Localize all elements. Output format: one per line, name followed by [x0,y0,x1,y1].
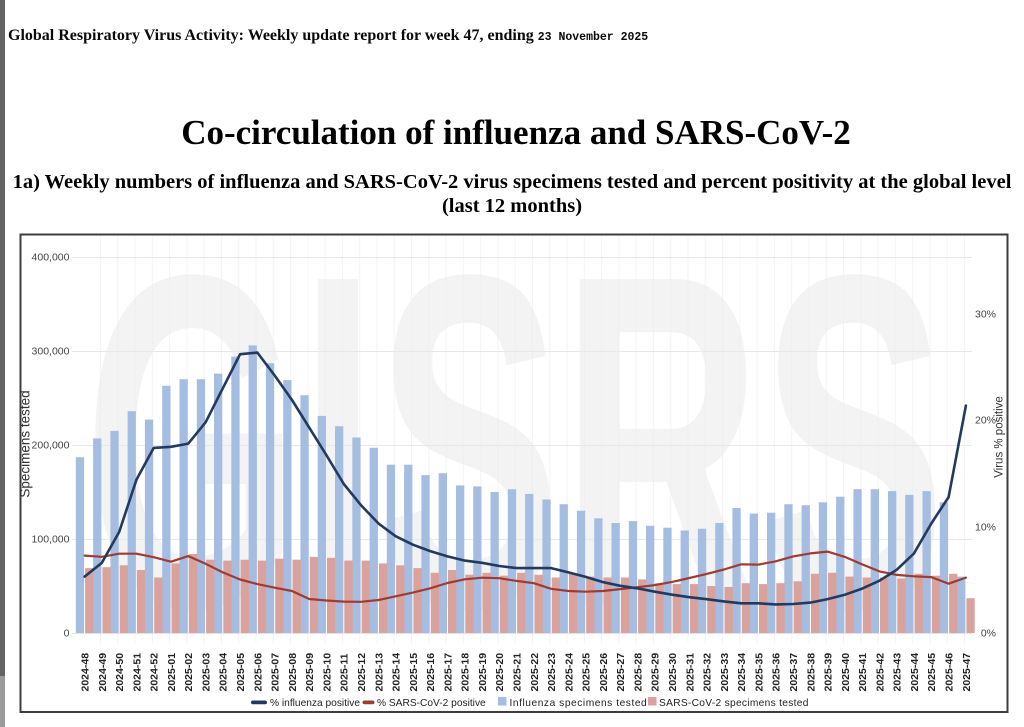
svg-text:Specimens tested: Specimens tested [18,390,33,497]
svg-text:0%: 0% [981,628,996,640]
svg-text:2025-07: 2025-07 [270,653,282,692]
svg-text:30%: 30% [975,309,996,321]
svg-text:2025-43: 2025-43 [892,653,904,692]
svg-text:2025-25: 2025-25 [581,653,593,692]
svg-text:% influenza positive: % influenza positive [270,698,360,709]
svg-text:2024-52: 2024-52 [149,653,161,692]
svg-text:2025-37: 2025-37 [788,653,800,692]
svg-text:2025-15: 2025-15 [408,653,420,692]
svg-text:2025-14: 2025-14 [391,653,403,692]
svg-text:200,000: 200,000 [32,440,70,452]
svg-text:SARS-CoV-2 specimens tested: SARS-CoV-2 specimens tested [659,698,809,709]
svg-text:2025-40: 2025-40 [840,653,852,692]
svg-text:% SARS-CoV-2 positive: % SARS-CoV-2 positive [377,698,486,709]
svg-text:2025-28: 2025-28 [633,653,645,692]
svg-text:2025-04: 2025-04 [218,653,230,692]
svg-text:2025-22: 2025-22 [529,653,541,692]
svg-text:2025-35: 2025-35 [753,653,765,692]
svg-text:2025-23: 2025-23 [546,653,558,692]
svg-text:2025-34: 2025-34 [736,653,748,692]
svg-text:100,000: 100,000 [32,534,70,546]
svg-text:2025-09: 2025-09 [304,653,316,692]
svg-text:2025-47: 2025-47 [961,653,973,692]
svg-text:2025-31: 2025-31 [684,653,696,692]
svg-text:2025-13: 2025-13 [373,653,385,692]
svg-text:2025-39: 2025-39 [823,653,835,692]
svg-text:2025-27: 2025-27 [615,653,627,692]
svg-text:2025-24: 2025-24 [563,653,575,692]
svg-text:0: 0 [64,628,70,640]
svg-text:2025-26: 2025-26 [598,653,610,692]
svg-text:2025-46: 2025-46 [944,653,956,692]
svg-text:2025-12: 2025-12 [356,653,368,692]
svg-text:2025-44: 2025-44 [909,653,921,692]
svg-text:2025-42: 2025-42 [874,653,886,692]
svg-text:2025-36: 2025-36 [771,653,783,692]
svg-text:2025-20: 2025-20 [494,653,506,692]
svg-text:10%: 10% [975,522,996,534]
svg-text:2024-48: 2024-48 [80,653,92,692]
svg-text:2025-32: 2025-32 [702,653,714,692]
svg-text:Influenza specimens tested: Influenza specimens tested [510,698,648,709]
svg-text:2024-49: 2024-49 [97,653,109,692]
svg-text:2025-19: 2025-19 [477,653,489,692]
svg-text:2025-18: 2025-18 [460,653,472,692]
svg-text:2025-11: 2025-11 [339,653,351,691]
svg-text:20%: 20% [975,415,996,427]
svg-text:2025-21: 2025-21 [512,653,524,692]
svg-text:2025-41: 2025-41 [857,653,869,692]
svg-text:2025-05: 2025-05 [235,653,247,692]
svg-text:2025-38: 2025-38 [805,653,817,692]
svg-text:2025-29: 2025-29 [650,653,662,692]
svg-text:300,000: 300,000 [32,346,70,358]
svg-text:2025-02: 2025-02 [183,653,195,692]
svg-text:2024-51: 2024-51 [131,653,143,692]
svg-text:2025-17: 2025-17 [442,653,454,692]
svg-text:2025-01: 2025-01 [166,653,178,692]
svg-text:Virus % positive: Virus % positive [994,396,1006,478]
svg-text:2025-33: 2025-33 [719,653,731,692]
svg-text:2025-08: 2025-08 [287,653,299,692]
svg-text:2025-45: 2025-45 [926,653,938,692]
svg-text:2025-30: 2025-30 [667,653,679,692]
svg-text:2025-03: 2025-03 [201,653,213,692]
svg-text:2025-10: 2025-10 [321,653,333,692]
svg-text:400,000: 400,000 [32,252,70,264]
svg-text:2025-16: 2025-16 [425,653,437,692]
svg-text:2025-06: 2025-06 [252,653,264,692]
svg-text:2024-50: 2024-50 [114,653,126,692]
